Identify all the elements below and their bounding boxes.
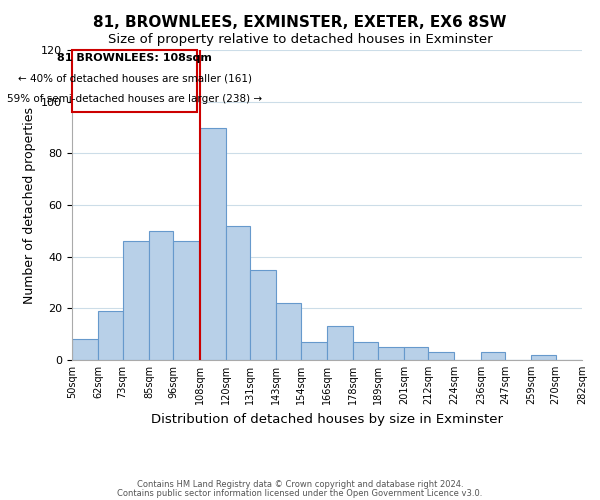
- Y-axis label: Number of detached properties: Number of detached properties: [23, 106, 35, 304]
- Bar: [404, 347, 428, 360]
- Bar: [226, 226, 250, 360]
- FancyBboxPatch shape: [72, 50, 197, 112]
- Bar: [72, 340, 98, 360]
- Text: ← 40% of detached houses are smaller (161): ← 40% of detached houses are smaller (16…: [17, 73, 251, 83]
- Bar: [149, 231, 173, 360]
- X-axis label: Distribution of detached houses by size in Exminster: Distribution of detached houses by size …: [151, 412, 503, 426]
- Bar: [377, 347, 404, 360]
- Bar: [199, 128, 226, 360]
- Text: 81 BROWNLEES: 108sqm: 81 BROWNLEES: 108sqm: [57, 52, 212, 62]
- Bar: [428, 352, 455, 360]
- Bar: [250, 270, 277, 360]
- Bar: [277, 303, 301, 360]
- Bar: [122, 241, 149, 360]
- Bar: [173, 241, 199, 360]
- Text: Contains HM Land Registry data © Crown copyright and database right 2024.: Contains HM Land Registry data © Crown c…: [137, 480, 463, 489]
- Bar: [98, 311, 122, 360]
- Text: Size of property relative to detached houses in Exminster: Size of property relative to detached ho…: [107, 32, 493, 46]
- Bar: [327, 326, 353, 360]
- Bar: [481, 352, 505, 360]
- Text: 81, BROWNLEES, EXMINSTER, EXETER, EX6 8SW: 81, BROWNLEES, EXMINSTER, EXETER, EX6 8S…: [93, 15, 507, 30]
- Text: 59% of semi-detached houses are larger (238) →: 59% of semi-detached houses are larger (…: [7, 94, 262, 104]
- Bar: [301, 342, 327, 360]
- Bar: [353, 342, 377, 360]
- Text: Contains public sector information licensed under the Open Government Licence v3: Contains public sector information licen…: [118, 488, 482, 498]
- Bar: [532, 355, 556, 360]
